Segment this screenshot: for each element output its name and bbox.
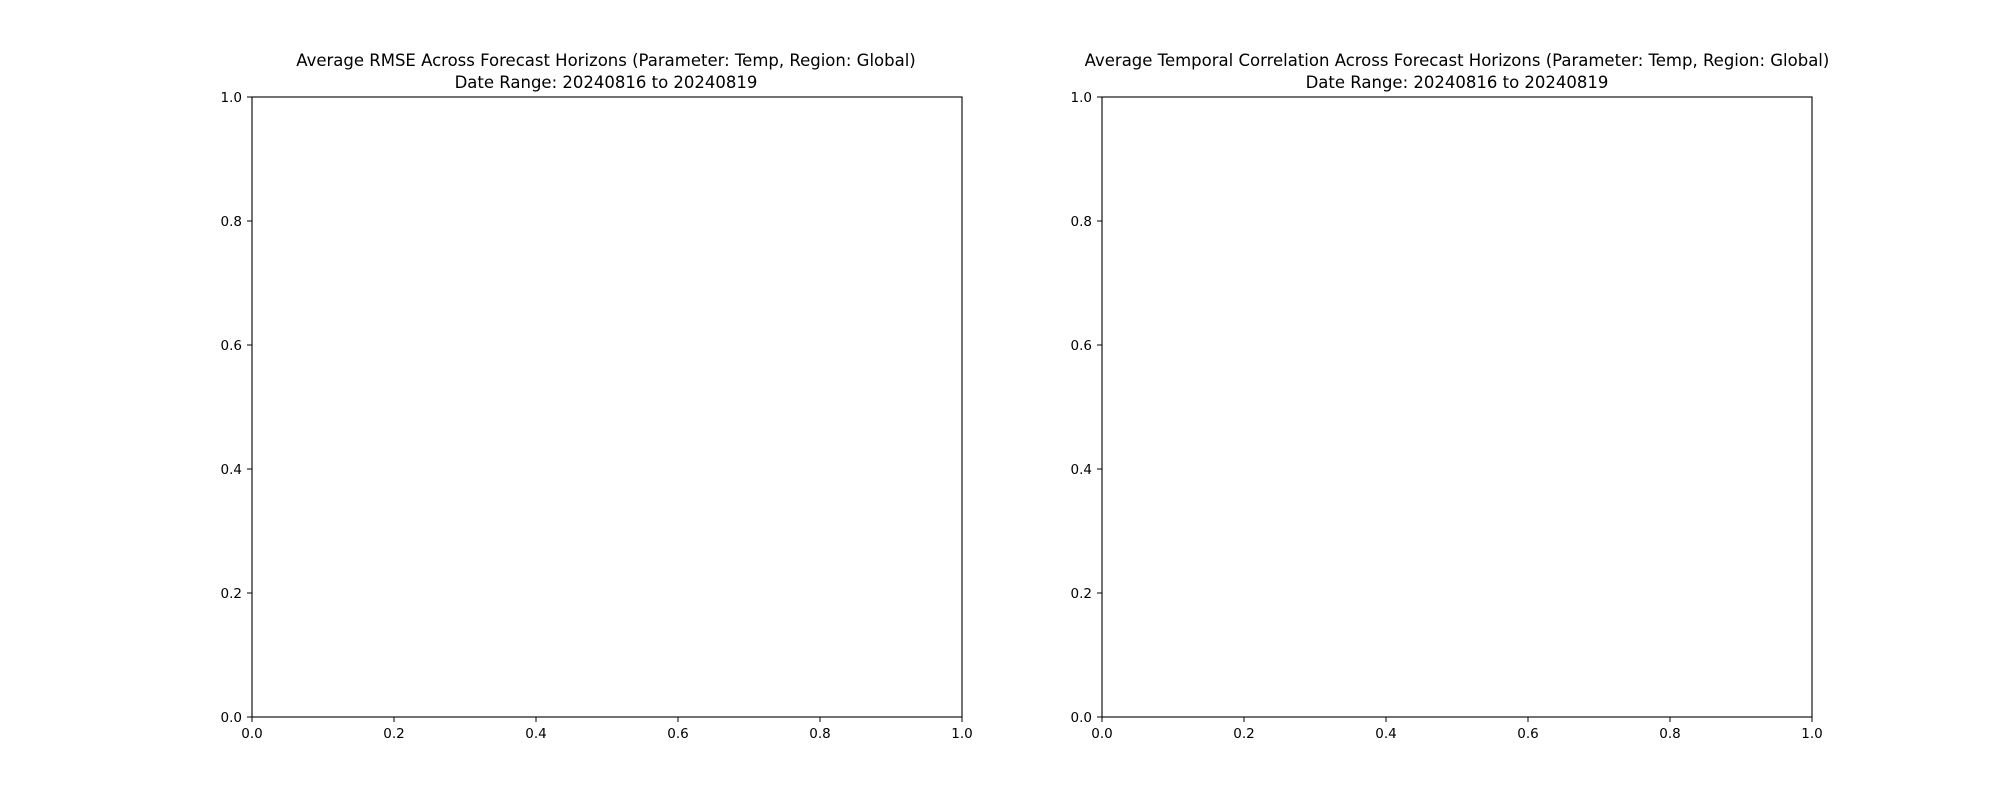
- x-tick-label: 0.6: [667, 726, 688, 742]
- chart-subtitle: Date Range: 20240816 to 20240819: [1306, 73, 1609, 92]
- chart-title: Average Temporal Correlation Across Fore…: [1085, 51, 1830, 70]
- axes-frame: [1101, 96, 1813, 718]
- x-tick-label: 1.0: [951, 726, 972, 742]
- tick-layer: 0.0 0.2 0.4 0.6 0.8 1.0 0.0 0.2 0.4 0.6 0.8 1.0: [1071, 90, 1823, 742]
- y-tick-label: 0.2: [1071, 586, 1092, 602]
- x-tick-label: 1.0: [1801, 726, 1822, 742]
- y-tick-label: 1.0: [221, 90, 242, 106]
- y-tick-label: 0.6: [1071, 338, 1092, 354]
- y-tick-label: 0.6: [221, 338, 242, 354]
- y-tick-label: 0.4: [221, 462, 242, 478]
- axes-frame: [251, 96, 963, 718]
- x-tick-label: 0.8: [1659, 726, 1680, 742]
- tick-layer: 0.0 0.2 0.4 0.6 0.8 1.0 0.0 0.2 0.4 0.6 0.8 1.0: [221, 90, 973, 742]
- y-tick-label: 0.0: [1071, 710, 1092, 726]
- chart-rmse: Average RMSE Across Forecast Horizons (P…: [221, 51, 973, 742]
- x-tick-label: 0.4: [525, 726, 546, 742]
- plot-area: [252, 97, 962, 717]
- x-tick-label: 0.0: [1091, 726, 1112, 742]
- y-tick-label: 1.0: [1071, 90, 1092, 106]
- chart-subtitle: Date Range: 20240816 to 20240819: [455, 73, 758, 92]
- y-tick-label: 0.0: [221, 710, 242, 726]
- plot-area: [1102, 97, 1812, 717]
- x-tick-label: 0.4: [1375, 726, 1396, 742]
- x-tick-label: 0.8: [809, 726, 830, 742]
- x-tick-label: 0.6: [1517, 726, 1538, 742]
- y-tick-label: 0.2: [221, 586, 242, 602]
- y-tick-label: 0.4: [1071, 462, 1092, 478]
- y-tick-label: 0.8: [1071, 214, 1092, 230]
- chart-temporal-correlation: Average Temporal Correlation Across Fore…: [1071, 51, 1830, 742]
- x-tick-label: 0.2: [1233, 726, 1254, 742]
- x-tick-label: 0.0: [241, 726, 262, 742]
- x-tick-label: 0.2: [383, 726, 404, 742]
- chart-title: Average RMSE Across Forecast Horizons (P…: [296, 51, 915, 70]
- y-tick-label: 0.8: [221, 214, 242, 230]
